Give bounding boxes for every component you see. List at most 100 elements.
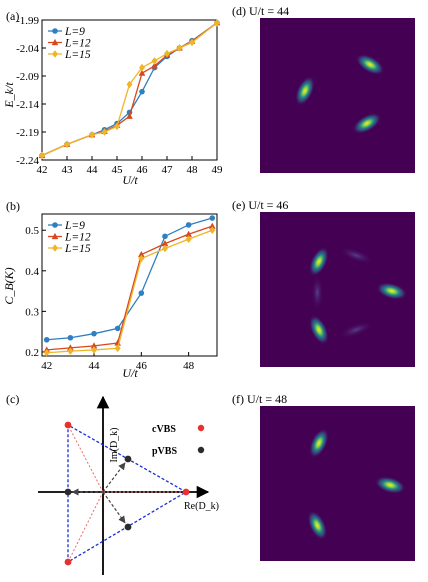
legend-label: L=15 (64, 49, 91, 61)
y-tick-label: -2.24 (16, 155, 39, 167)
panel-b-xlabel: U/t (122, 366, 138, 380)
legend-label: cVBS (152, 424, 176, 435)
data-point (139, 88, 145, 95)
faint-intensity (311, 274, 324, 311)
legend-label: L=9 (64, 26, 85, 38)
x-tick-label: 42 (37, 164, 48, 176)
data-point (185, 235, 192, 243)
intensity-peak (355, 53, 385, 76)
legend-label: L=15 (64, 243, 91, 255)
panel-a: (a) 42 43 44 45 46 47 48 49 -2.24 -2.19 -2.14 -2.09… (2, 9, 223, 187)
panel-e: (e) U/t = 46 (232, 198, 415, 367)
data-point (114, 122, 120, 131)
panel-b-ylabel: C_B(K) (2, 267, 16, 304)
series-line (46, 217, 213, 341)
data-point (161, 240, 169, 247)
data-point (91, 346, 98, 354)
legend-marker (51, 232, 59, 240)
intensity-peak (308, 246, 329, 277)
x-tick-label: 43 (62, 164, 74, 176)
panel-d: (d) U/t = 44 (232, 4, 415, 173)
series-line (46, 229, 213, 354)
plot-b: 42 44 46 48 0.2 0.3 0.4 0.5 L=9L=12L=15 (25, 213, 218, 372)
panel-a-xlabel: U/t (122, 173, 138, 187)
panel-d-label: (d) U/t = 44 (232, 4, 289, 18)
faint-intensity (339, 321, 374, 339)
data-point (138, 254, 145, 263)
data-point (214, 19, 220, 27)
legend-marker (51, 38, 59, 46)
x-tick-label: 45 (112, 164, 124, 176)
plot-a: 42 43 44 45 46 47 48 49 -2.24 -2.19 -2.14 -2.09 -2.0… (16, 15, 223, 176)
legend-marker (197, 424, 205, 432)
legend-marker (52, 244, 58, 252)
pvbs-point (124, 455, 132, 463)
x-tick-label: 47 (162, 164, 174, 176)
x-tick-label: 48 (187, 164, 199, 176)
faint-intensity (339, 247, 374, 264)
data-point (138, 250, 145, 258)
data-point (151, 57, 158, 65)
panel-b: (b) 42 44 46 480.20.30.40.5 L=9L=12L=15 U/t … (2, 199, 218, 380)
panel-a-label: (a) (6, 9, 19, 23)
y-tick-label: 0.5 (25, 225, 39, 237)
intensity-peak (376, 282, 408, 300)
cvbs-point (182, 488, 190, 496)
data-point (67, 334, 74, 341)
panel-e-label: (e) U/t = 46 (232, 198, 288, 212)
data-point (90, 342, 98, 349)
x-tick-label: 46 (136, 360, 148, 372)
intensity-peak (308, 314, 329, 345)
cvbs-point (64, 421, 72, 429)
y-tick-label: 0.2 (25, 347, 39, 359)
data-point (126, 80, 133, 89)
panel-a-ylabel: E_k/t (2, 82, 16, 109)
legend-marker (52, 28, 58, 34)
heatmap-e (260, 212, 415, 367)
data-point (67, 347, 74, 355)
data-point (164, 49, 170, 58)
data-point (126, 112, 133, 119)
y-tick-label: -2.14 (16, 99, 39, 111)
data-point (208, 222, 216, 229)
data-point (114, 344, 121, 353)
data-point (39, 151, 45, 160)
data-point (209, 226, 216, 235)
panel-c: (c) cVBS pVBS Re(D_k) Im(D_k) (6, 392, 219, 575)
y-tick-label: -1.99 (16, 15, 39, 27)
data-point (91, 330, 97, 337)
imag-axis-label: Im(D_k) (109, 428, 120, 463)
cvbs-point (64, 558, 72, 566)
y-tick-label: -2.09 (16, 71, 39, 83)
data-point (89, 131, 95, 139)
pvbs-point (124, 523, 132, 531)
data-point (64, 140, 70, 149)
data-point (101, 128, 108, 136)
cvbs-vector (67, 424, 104, 493)
x-tick-label: 44 (89, 360, 101, 372)
intensity-peak (374, 476, 406, 494)
x-tick-label: 44 (87, 164, 99, 176)
real-axis-label: Re(D_k) (184, 501, 219, 512)
panel-f: (f) U/t = 48 (232, 392, 415, 561)
legend-label: L=9 (64, 220, 85, 232)
series-line (46, 225, 213, 351)
x-tick-label: 48 (183, 360, 195, 372)
legend-label: L=12 (64, 38, 91, 50)
intensity-peak (307, 510, 328, 541)
y-tick-label: -2.04 (16, 43, 39, 55)
data-point (185, 222, 192, 228)
x-tick-label: 46 (137, 164, 149, 176)
legend-marker (52, 222, 58, 228)
intensity-peak (295, 75, 315, 106)
pvbs-vector (102, 491, 126, 524)
data-point (138, 69, 146, 76)
panel-c-label: (c) (6, 392, 19, 406)
legend-marker (197, 446, 205, 454)
data-point (161, 244, 168, 253)
heatmap-f (260, 406, 415, 561)
vbs-diagram: cVBS pVBS Re(D_k) Im(D_k) (38, 395, 219, 575)
intensity-peak (352, 112, 382, 134)
plot-frame (41, 19, 218, 161)
